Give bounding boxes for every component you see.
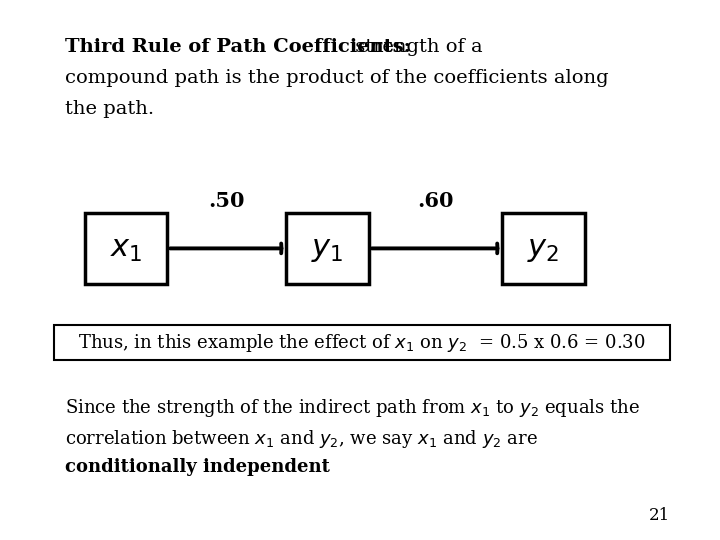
Text: compound path is the product of the coefficients along: compound path is the product of the coef… xyxy=(65,69,608,87)
Text: 21: 21 xyxy=(648,507,670,524)
Text: conditionally independent: conditionally independent xyxy=(65,458,330,476)
Text: .50: .50 xyxy=(209,191,245,211)
FancyBboxPatch shape xyxy=(54,325,670,361)
FancyBboxPatch shape xyxy=(503,213,585,284)
Text: .: . xyxy=(253,458,259,476)
Text: $y_1$: $y_1$ xyxy=(311,233,344,264)
Text: Third Rule of Path Coefficients:: Third Rule of Path Coefficients: xyxy=(65,38,410,56)
Text: .60: .60 xyxy=(418,191,454,211)
Text: the path.: the path. xyxy=(65,100,154,118)
Text: strength of a: strength of a xyxy=(349,38,483,56)
Text: $x_1$: $x_1$ xyxy=(109,233,143,264)
Text: Since the strength of the indirect path from $x_1$ to $y_2$ equals the: Since the strength of the indirect path … xyxy=(65,397,640,419)
Text: Thus, in this example the effect of $x_1$ on $y_2$  = 0.5 x 0.6 = 0.30: Thus, in this example the effect of $x_1… xyxy=(78,332,646,354)
Text: correlation between $x_1$ and $y_2$, we say $x_1$ and $y_2$ are: correlation between $x_1$ and $y_2$, we … xyxy=(65,428,538,450)
FancyBboxPatch shape xyxy=(287,213,369,284)
Text: $y_2$: $y_2$ xyxy=(528,233,559,264)
FancyBboxPatch shape xyxy=(85,213,167,284)
